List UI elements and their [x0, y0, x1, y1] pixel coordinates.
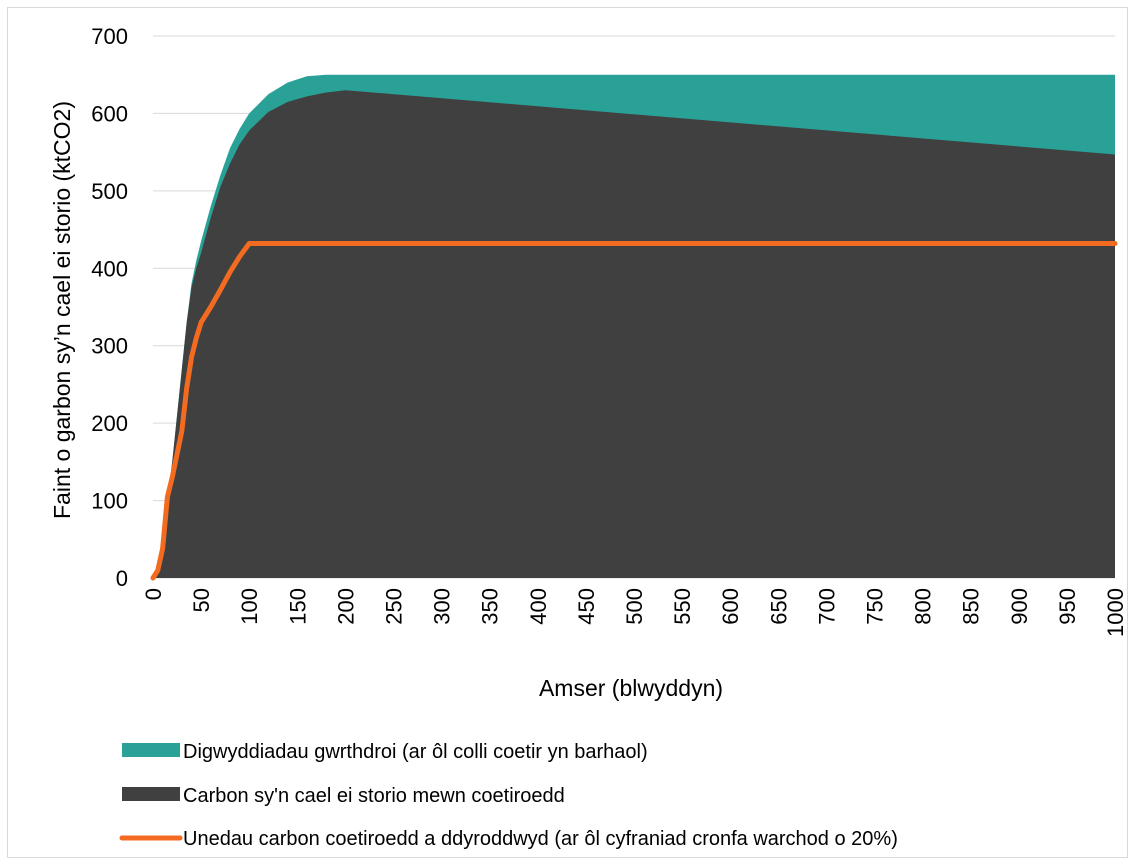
x-tick-label: 650 — [766, 588, 791, 625]
x-tick-label: 450 — [574, 588, 599, 625]
x-tick-label: 850 — [959, 588, 984, 625]
x-tick-label: 250 — [382, 588, 407, 625]
y-tick-label: 0 — [116, 566, 128, 591]
y-tick-label: 600 — [91, 101, 128, 126]
line-series-2 — [150, 241, 1118, 581]
x-tick-label: 200 — [333, 588, 358, 625]
x-axis-ticks: 0 50 100 150 200 250 300 350 400 450 500 550 600 650 7… — [141, 588, 1128, 637]
legend-label-reversal: Digwyddiadau gwrthdroi (ar ôl colli coet… — [183, 741, 648, 763]
chart-lines — [150, 241, 1118, 581]
chart-frame — [7, 7, 1128, 858]
x-tick-label: 50 — [189, 588, 214, 612]
x-tick-label: 900 — [1007, 588, 1032, 625]
x-axis-title: Amser (blwyddyn) — [539, 675, 723, 701]
legend: Digwyddiadau gwrthdroi (ar ôl colli coet… — [119, 741, 898, 850]
x-tick-label: 350 — [478, 588, 503, 625]
y-tick-label: 300 — [91, 334, 128, 359]
y-axis-ticks: 0 100 200 300 400 500 600 700 — [91, 24, 128, 591]
area-series-1 — [153, 90, 1115, 578]
x-tick-label: 750 — [863, 588, 888, 625]
legend-label-issued-units: Unedau carbon coetiroedd a ddyroddwyd (a… — [183, 828, 898, 850]
legend-label-stored-carbon: Carbon sy'n cael ei storio mewn coetiroe… — [183, 785, 565, 807]
y-axis-title: Faint o garbon sy’n cael ei storio (ktCO… — [49, 101, 75, 519]
x-tick-label: 600 — [718, 588, 743, 625]
x-tick-label: 100 — [237, 588, 262, 625]
x-tick-label: 300 — [430, 588, 455, 625]
legend-swatch-reversal — [122, 743, 180, 757]
y-tick-label: 400 — [91, 256, 128, 281]
x-tick-label: 950 — [1055, 588, 1080, 625]
x-tick-label: 550 — [670, 588, 695, 625]
y-tick-label: 500 — [91, 179, 128, 204]
x-tick-label: 400 — [526, 588, 551, 625]
chart-areas — [153, 74, 1115, 578]
x-tick-label: 150 — [285, 588, 310, 625]
y-tick-label: 700 — [91, 24, 128, 49]
x-tick-label: 1000 — [1103, 588, 1128, 637]
y-tick-label: 100 — [91, 489, 128, 514]
x-tick-label: 0 — [141, 588, 166, 600]
x-tick-label: 800 — [911, 588, 936, 625]
x-tick-label: 500 — [622, 588, 647, 625]
legend-swatch-stored-carbon — [122, 787, 180, 801]
y-tick-label: 200 — [91, 411, 128, 436]
x-tick-label: 700 — [814, 588, 839, 625]
